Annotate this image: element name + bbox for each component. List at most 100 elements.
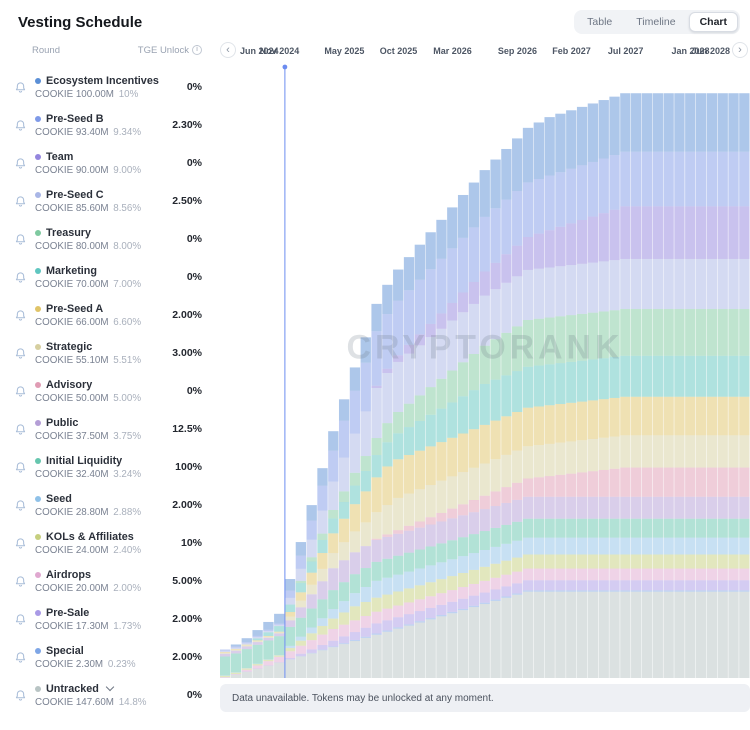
chart-band-rect[interactable]: [490, 599, 501, 601]
chart-band-rect[interactable]: [652, 580, 663, 591]
chart-band-rect[interactable]: [436, 512, 447, 522]
list-item[interactable]: Advisory COOKIE 50.00M 5.00% 0%: [8, 372, 220, 410]
chart-band-rect[interactable]: [512, 521, 523, 541]
chart-band-rect[interactable]: [447, 437, 458, 477]
chart-band-rect[interactable]: [739, 590, 750, 592]
chart-band-rect[interactable]: [490, 339, 501, 380]
chart-band-rect[interactable]: [652, 496, 663, 519]
chart-band-rect[interactable]: [371, 580, 382, 598]
chart-band-rect[interactable]: [609, 310, 620, 358]
chart-band-rect[interactable]: [576, 590, 588, 592]
chart-band-rect[interactable]: [457, 194, 469, 238]
chart-band-rect[interactable]: [349, 390, 361, 434]
chart-band-rect[interactable]: [652, 309, 663, 356]
chart-band-rect[interactable]: [241, 671, 252, 678]
chart-band-rect[interactable]: [566, 591, 577, 678]
chart-band-rect[interactable]: [360, 586, 371, 602]
chart-band-rect[interactable]: [512, 594, 523, 678]
chart-band-rect[interactable]: [328, 618, 339, 630]
chart-band-rect[interactable]: [241, 638, 252, 643]
chart-band-rect[interactable]: [360, 491, 371, 523]
chart-band-rect[interactable]: [641, 568, 653, 581]
chart-band-rect[interactable]: [685, 206, 696, 259]
chart-band-rect[interactable]: [609, 357, 620, 398]
list-item[interactable]: Public COOKIE 37.50M 3.75% 12.5%: [8, 410, 220, 448]
chart-band-rect[interactable]: [447, 476, 458, 509]
chart-band-rect[interactable]: [706, 93, 718, 152]
chart-band-rect[interactable]: [414, 395, 426, 421]
chart-band-rect[interactable]: [576, 313, 588, 361]
chart-band-rect[interactable]: [425, 618, 436, 620]
chart-band-rect[interactable]: [533, 445, 544, 478]
chart-band-rect[interactable]: [739, 554, 750, 569]
chart-band-rect[interactable]: [317, 568, 328, 582]
chart-band-rect[interactable]: [457, 515, 469, 538]
chart-band-rect[interactable]: [338, 491, 350, 503]
chart-band-rect[interactable]: [403, 353, 415, 404]
chart-band-rect[interactable]: [587, 496, 599, 519]
chart-band-rect[interactable]: [706, 590, 718, 592]
chart-band-rect[interactable]: [241, 643, 252, 645]
chart-band-rect[interactable]: [544, 568, 555, 581]
chart-band-rect[interactable]: [252, 642, 263, 645]
tab-table[interactable]: Table: [576, 12, 623, 32]
chart-band-rect[interactable]: [641, 93, 653, 152]
chart-band-rect[interactable]: [306, 539, 317, 558]
list-item[interactable]: Untracked COOKIE 147.60M 14.8% 0%: [8, 676, 220, 714]
chart-band-rect[interactable]: [479, 604, 490, 678]
chart-band-rect[interactable]: [490, 589, 501, 600]
chart-band-rect[interactable]: [555, 113, 566, 173]
chart-band-rect[interactable]: [631, 355, 642, 397]
chart-band-rect[interactable]: [382, 423, 393, 443]
chart-band-rect[interactable]: [695, 496, 707, 519]
chart-band-rect[interactable]: [501, 524, 512, 544]
chart-band-rect[interactable]: [533, 537, 544, 555]
chart-band-rect[interactable]: [349, 433, 361, 473]
chart-band-rect[interactable]: [447, 508, 458, 519]
chart-band-rect[interactable]: [490, 420, 501, 460]
chart-band-rect[interactable]: [360, 637, 371, 678]
chart-band-rect[interactable]: [674, 568, 685, 581]
chart-band-rect[interactable]: [685, 537, 696, 555]
chart-band-rect[interactable]: [576, 440, 588, 473]
chart-band-rect[interactable]: [393, 300, 404, 356]
list-item[interactable]: Ecosystem Incentives COOKIE 100.00M 10% …: [8, 68, 220, 106]
chart-band-rect[interactable]: [382, 620, 393, 631]
chart-band-rect[interactable]: [728, 355, 739, 397]
chart-band-rect[interactable]: [576, 537, 588, 555]
chart-band-rect[interactable]: [685, 309, 696, 356]
chart-band-rect[interactable]: [382, 505, 393, 535]
chart-band-rect[interactable]: [717, 580, 728, 591]
chart-band-rect[interactable]: [522, 518, 534, 538]
chart-band-rect[interactable]: [436, 579, 447, 594]
chart-band-rect[interactable]: [555, 442, 566, 475]
chart-band-rect[interactable]: [371, 438, 382, 456]
chart-band-rect[interactable]: [598, 496, 609, 519]
chart-band-rect[interactable]: [533, 406, 544, 446]
chart-band-rect[interactable]: [544, 317, 555, 365]
chart-band-rect[interactable]: [230, 647, 242, 649]
chart-band-rect[interactable]: [328, 553, 339, 569]
chart-band-rect[interactable]: [587, 438, 599, 472]
chart-band-rect[interactable]: [555, 226, 566, 267]
chart-band-rect[interactable]: [631, 309, 642, 356]
chart-band-rect[interactable]: [728, 309, 739, 356]
chart-band-rect[interactable]: [371, 561, 382, 581]
chart-band-rect[interactable]: [566, 537, 577, 555]
chart-band-rect[interactable]: [555, 590, 566, 592]
chart-band-rect[interactable]: [631, 467, 642, 497]
chart-band-rect[interactable]: [360, 470, 371, 492]
chart-band-rect[interactable]: [349, 552, 361, 575]
chart-band-rect[interactable]: [436, 313, 447, 329]
chart-band-rect[interactable]: [338, 582, 350, 602]
chart-band-rect[interactable]: [706, 396, 718, 436]
chart-band-rect[interactable]: [641, 518, 653, 538]
chart-band-rect[interactable]: [490, 577, 501, 590]
chart-band-rect[interactable]: [447, 559, 458, 577]
chart-band-rect[interactable]: [728, 591, 739, 678]
chart-band-rect[interactable]: [512, 593, 523, 595]
chart-band-rect[interactable]: [706, 258, 718, 310]
chart-band-rect[interactable]: [663, 396, 674, 436]
bell-icon[interactable]: [14, 575, 28, 588]
chart-band-rect[interactable]: [338, 518, 350, 543]
